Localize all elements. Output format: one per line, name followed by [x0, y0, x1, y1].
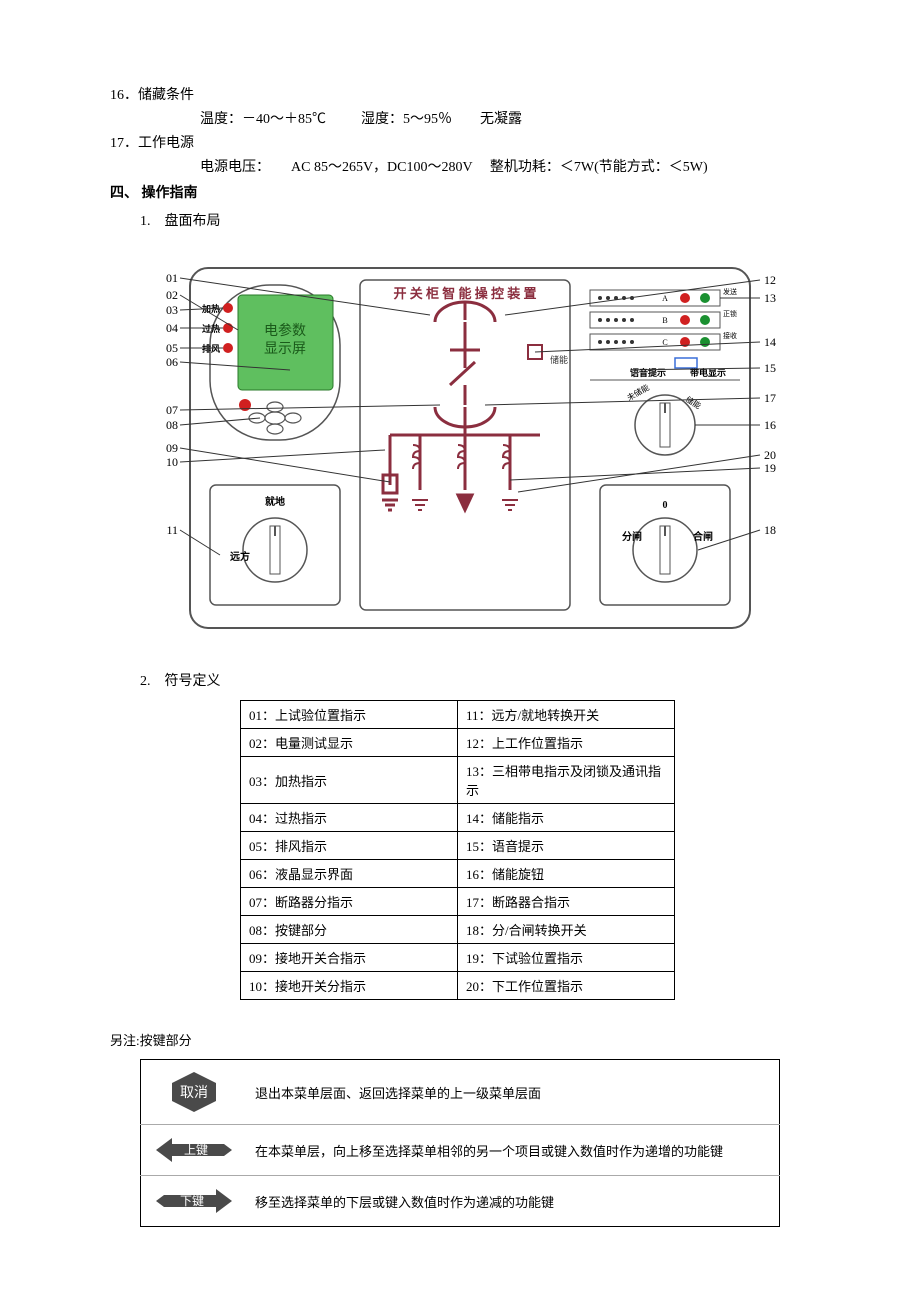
panel-svg: 电参数 显示屏 加热 过热 排风 开 关 柜 智 能 操 控 装 置: [130, 250, 810, 650]
svg-text:合闸: 合闸: [692, 530, 713, 543]
button-table: 取消 退出本菜单层面、返回选择菜单的上一级菜单层面上键 在本菜单层，向上移至选择菜单…: [140, 1059, 780, 1227]
symbol-cell: 08：按键部分: [241, 916, 458, 944]
spec-16: 16．储藏条件: [110, 84, 810, 104]
sub-1: 1. 盘面布局: [140, 210, 810, 230]
svg-text:19: 19: [764, 461, 776, 475]
spec-17-title: 工作电源: [138, 136, 194, 151]
spec-17-detail: 电源电压： AC 85～265V，DC100～280V 整机功耗：＜7W(节能方…: [200, 156, 810, 176]
button-icon-rarrow: 下键: [141, 1176, 248, 1227]
symbol-cell: 11：远方/就地转换开关: [458, 701, 675, 729]
spec-16-detail: 温度：－40～＋85℃ 湿度：5～95％ 无凝露: [200, 108, 810, 128]
symbol-cell: 17：断路器合指示: [458, 888, 675, 916]
symbol-cell: 18：分/合闸转换开关: [458, 916, 675, 944]
mimic-title: 开 关 柜 智 能 操 控 装 置: [393, 286, 536, 301]
svg-text:上键: 上键: [184, 1143, 208, 1157]
svg-text:03: 03: [166, 303, 178, 317]
symbol-cell: 03：加热指示: [241, 757, 458, 804]
svg-text:正锁: 正锁: [723, 309, 737, 318]
svg-text:11: 11: [166, 523, 178, 537]
section-4-heading: 四、 操作指南: [110, 182, 810, 202]
spec-17: 17．工作电源: [110, 132, 810, 152]
spec-17-num: 17．: [110, 136, 138, 151]
svg-text:12: 12: [764, 273, 776, 287]
symbol-cell: 12：上工作位置指示: [458, 729, 675, 757]
svg-text:储能: 储能: [684, 394, 703, 411]
symbol-cell: 16：储能旋钮: [458, 860, 675, 888]
symbol-cell: 19：下试验位置指示: [458, 944, 675, 972]
symbol-cell: 10：接地开关分指示: [241, 972, 458, 1000]
symbol-cell: 14：储能指示: [458, 804, 675, 832]
svg-text:远方: 远方: [230, 550, 250, 563]
lcd-label1: 电参数: [264, 322, 306, 339]
symbol-cell: 04：过热指示: [241, 804, 458, 832]
svg-text:20: 20: [764, 448, 776, 462]
svg-text:0: 0: [663, 500, 668, 511]
svg-text:14: 14: [764, 335, 776, 349]
svg-text:01: 01: [166, 271, 178, 285]
spec-16-num: 16．: [110, 88, 138, 103]
button-icon-hex: 取消: [141, 1060, 248, 1125]
svg-text:发送: 发送: [723, 287, 737, 296]
note-buttons: 另注:按键部分: [110, 1030, 810, 1049]
svg-text:06: 06: [166, 355, 178, 369]
symbol-cell: 02：电量测试显示: [241, 729, 458, 757]
button-desc: 退出本菜单层面、返回选择菜单的上一级菜单层面: [247, 1060, 780, 1125]
symbol-cell: 13：三相带电指示及闭锁及通讯指示: [458, 757, 675, 804]
symbol-table: 01：上试验位置指示11：远方/就地转换开关02：电量测试显示12：上工作位置指…: [240, 700, 675, 1000]
svg-text:16: 16: [764, 418, 776, 432]
svg-text:下键: 下键: [180, 1194, 204, 1208]
svg-text:04: 04: [166, 321, 178, 335]
svg-text:A: A: [662, 294, 668, 303]
svg-text:08: 08: [166, 418, 178, 432]
button-desc: 移至选择菜单的下层或键入数值时作为递减的功能键: [247, 1176, 780, 1227]
button-desc: 在本菜单层，向上移至选择菜单相邻的另一个项目或键入数值时作为递增的功能键: [247, 1125, 780, 1176]
symbol-cell: 05：排风指示: [241, 832, 458, 860]
svg-text:B: B: [662, 316, 667, 325]
svg-text:13: 13: [764, 291, 776, 305]
svg-text:未储能: 未储能: [625, 382, 651, 403]
spec-16-title: 储藏条件: [138, 88, 194, 103]
svg-text:17: 17: [764, 391, 776, 405]
lcd-label2: 显示屏: [264, 342, 306, 357]
svg-text:10: 10: [166, 455, 178, 469]
svg-text:02: 02: [166, 288, 178, 302]
svg-text:接收: 接收: [723, 331, 737, 340]
svg-text:18: 18: [764, 523, 776, 537]
symbol-cell: 06：液晶显示界面: [241, 860, 458, 888]
svg-text:储能: 储能: [550, 354, 568, 365]
symbol-cell: 20：下工作位置指示: [458, 972, 675, 1000]
svg-text:取消: 取消: [180, 1085, 208, 1101]
symbol-cell: 15：语音提示: [458, 832, 675, 860]
symbol-cell: 09：接地开关合指示: [241, 944, 458, 972]
svg-text:就地: 就地: [265, 495, 285, 508]
sub-2: 2. 符号定义: [140, 670, 810, 690]
symbol-cell: 01：上试验位置指示: [241, 701, 458, 729]
panel-diagram: 电参数 显示屏 加热 过热 排风 开 关 柜 智 能 操 控 装 置: [130, 250, 810, 650]
symbol-cell: 07：断路器分指示: [241, 888, 458, 916]
svg-text:15: 15: [764, 361, 776, 375]
svg-text:07: 07: [166, 403, 178, 417]
svg-text:09: 09: [166, 441, 178, 455]
svg-text:语音提示: 语音提示: [630, 367, 666, 378]
svg-text:05: 05: [166, 341, 178, 355]
button-icon-larrow: 上键: [141, 1125, 248, 1176]
svg-text:分闸: 分闸: [622, 530, 642, 543]
